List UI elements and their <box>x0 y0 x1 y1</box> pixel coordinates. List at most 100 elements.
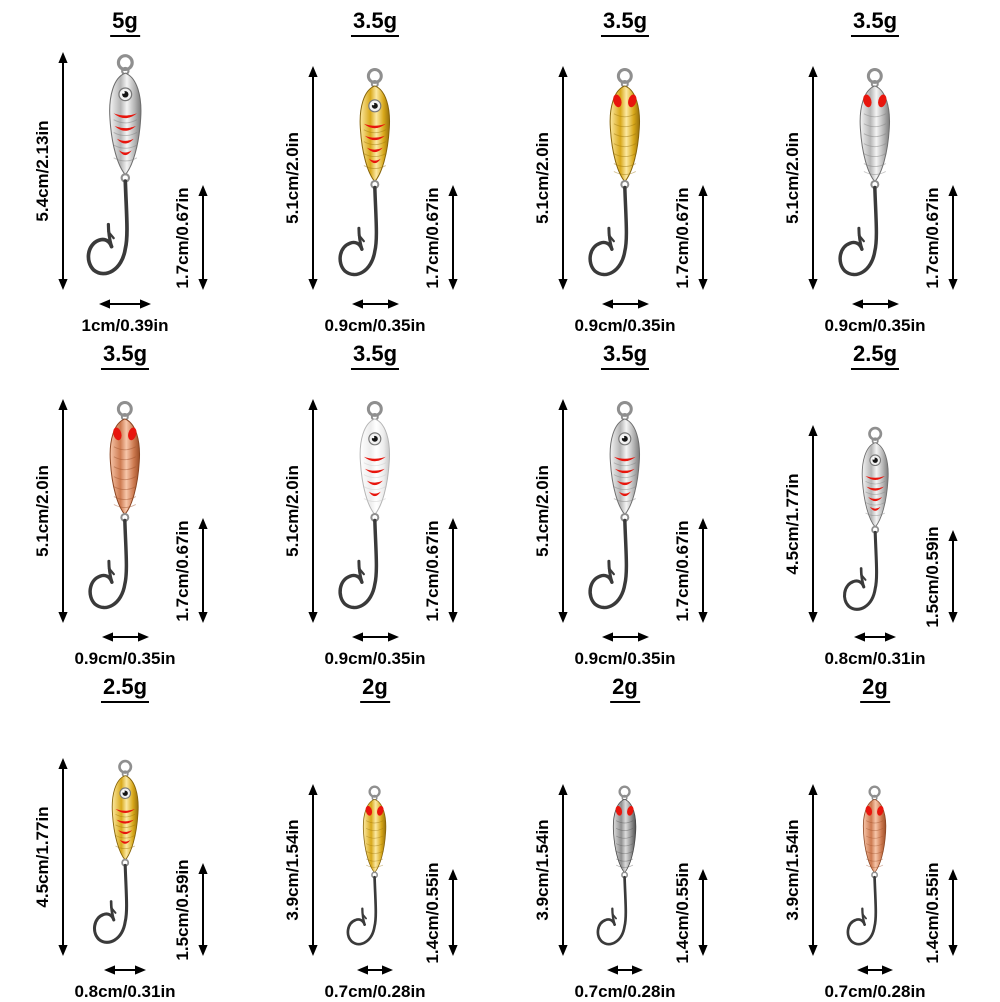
body-length-label: 5.1cm/2.0in <box>33 465 52 557</box>
lure-white-bars <box>338 400 391 610</box>
width-arrow <box>99 299 151 309</box>
hook <box>588 185 629 277</box>
red-marking <box>615 468 635 474</box>
width-label: 0.9cm/0.35in <box>574 316 676 335</box>
body-length-arrow <box>808 784 818 956</box>
body-length-arrow <box>808 66 818 290</box>
weight-label: 3.5g <box>350 8 400 37</box>
hook <box>88 518 129 610</box>
hook-length-arrow <box>198 863 208 956</box>
split-ring <box>367 67 383 84</box>
body-length-label: 5.1cm/2.0in <box>533 465 552 557</box>
lure-panel: 3.5g 5.1cm/2.0in 1.7cm/0.67in 0.9cm/0.35in <box>250 333 500 668</box>
hook <box>597 875 628 946</box>
lure-panel: 3.5g 5.1cm/2.0in 1.7cm/0.67in 0.9cm/0.35in <box>500 333 750 668</box>
hook <box>338 518 379 610</box>
red-marking <box>113 427 122 441</box>
lure-silver-bars <box>588 400 641 610</box>
hook-length-label: 1.5cm/0.59in <box>173 858 192 961</box>
hook-length-label: 1.7cm/0.67in <box>923 186 942 289</box>
hook-length-label: 1.5cm/0.59in <box>923 525 942 628</box>
lure-silver-spots <box>838 67 891 277</box>
weight-label: 2.5g <box>100 674 150 703</box>
red-marking <box>869 506 881 511</box>
hook <box>86 179 129 276</box>
width-arrow <box>101 632 149 642</box>
red-marking <box>617 480 633 486</box>
width-arrow <box>601 632 649 642</box>
hook-length-label: 1.4cm/0.55in <box>673 861 692 964</box>
width-label: 0.8cm/0.31in <box>824 649 926 668</box>
width-label: 0.9cm/0.35in <box>324 649 426 668</box>
split-ring <box>116 54 134 72</box>
red-marking <box>364 456 386 462</box>
width-label: 0.7cm/0.28in <box>324 982 426 1001</box>
body-length-label: 3.9cm/1.54in <box>783 819 802 921</box>
lure-panel: 2g 3.9cm/1.54in 1.4cm/0.55in 0.7cm/0.28in <box>500 666 750 1001</box>
red-marking <box>365 468 385 474</box>
hook-length-arrow <box>948 530 958 623</box>
body-length-arrow <box>58 399 68 623</box>
lure-panel: 2g 3.9cm/1.54in 1.4cm/0.55in 0.7cm/0.28in <box>250 666 500 1001</box>
body-length-label: 4.5cm/1.77in <box>33 806 52 908</box>
body-length-label: 3.9cm/1.54in <box>533 819 552 921</box>
lure-panel: 3.5g 5.1cm/2.0in 1.7cm/0.67in 0.9cm/0.35in <box>0 333 250 668</box>
red-marking <box>367 480 383 486</box>
split-ring <box>867 426 883 441</box>
body-length-label: 5.4cm/2.13in <box>33 120 52 222</box>
hook <box>347 875 378 946</box>
red-marking <box>614 456 636 462</box>
hook-length-arrow <box>198 185 208 290</box>
hook-length-label: 1.7cm/0.67in <box>673 519 692 622</box>
red-marking <box>863 94 872 108</box>
split-ring <box>867 67 883 84</box>
lure-panel: 2.5g 4.5cm/1.77in 1.5cm/0.59in 0.8cm/0.31in <box>0 666 250 1001</box>
split-ring <box>617 400 633 417</box>
weight-label: 2.5g <box>850 341 900 370</box>
red-marking <box>369 491 381 497</box>
width-label: 0.9cm/0.35in <box>74 649 176 668</box>
body-length-arrow <box>558 784 568 956</box>
hook-length-arrow <box>948 869 958 956</box>
body-length-label: 5.1cm/2.0in <box>533 132 552 224</box>
weight-label: 3.5g <box>350 341 400 370</box>
hook-length-arrow <box>448 185 458 290</box>
lure-eye <box>368 99 382 113</box>
red-marking <box>878 94 887 108</box>
weight-label: 3.5g <box>600 8 650 37</box>
hook-length-arrow <box>698 185 708 290</box>
body-length-label: 3.9cm/1.54in <box>283 819 302 921</box>
hook <box>838 185 879 277</box>
width-label: 0.9cm/0.35in <box>324 316 426 335</box>
lure-gold-bars <box>92 759 139 944</box>
width-arrow <box>601 299 649 309</box>
width-arrow <box>351 299 399 309</box>
weight-label: 5g <box>110 8 140 37</box>
lure-gold-spots <box>347 785 387 946</box>
width-arrow <box>104 965 146 975</box>
hook-length-label: 1.7cm/0.67in <box>673 186 692 289</box>
width-arrow <box>854 632 896 642</box>
width-arrow <box>851 299 899 309</box>
hook <box>588 518 629 610</box>
body-length-arrow <box>558 66 568 290</box>
split-ring <box>368 785 382 798</box>
red-marking <box>866 486 884 491</box>
weight-label: 3.5g <box>850 8 900 37</box>
lure-eye <box>118 87 132 102</box>
red-marking <box>865 476 885 481</box>
hook-length-arrow <box>698 518 708 623</box>
body-length-arrow <box>808 425 818 623</box>
lure-panel: 5g 5.4cm/2.13in 1.7cm/0.67in 1cm/0.39in <box>0 0 250 335</box>
width-arrow <box>351 632 399 642</box>
hook-length-arrow <box>198 518 208 623</box>
red-marking <box>628 94 637 108</box>
red-marking <box>627 805 634 816</box>
red-marking <box>366 805 373 816</box>
lure-copper-spots <box>847 785 887 946</box>
split-ring <box>117 759 133 774</box>
width-label: 0.8cm/0.31in <box>74 982 176 1001</box>
red-marking <box>365 135 385 141</box>
body-length-arrow <box>308 784 318 956</box>
